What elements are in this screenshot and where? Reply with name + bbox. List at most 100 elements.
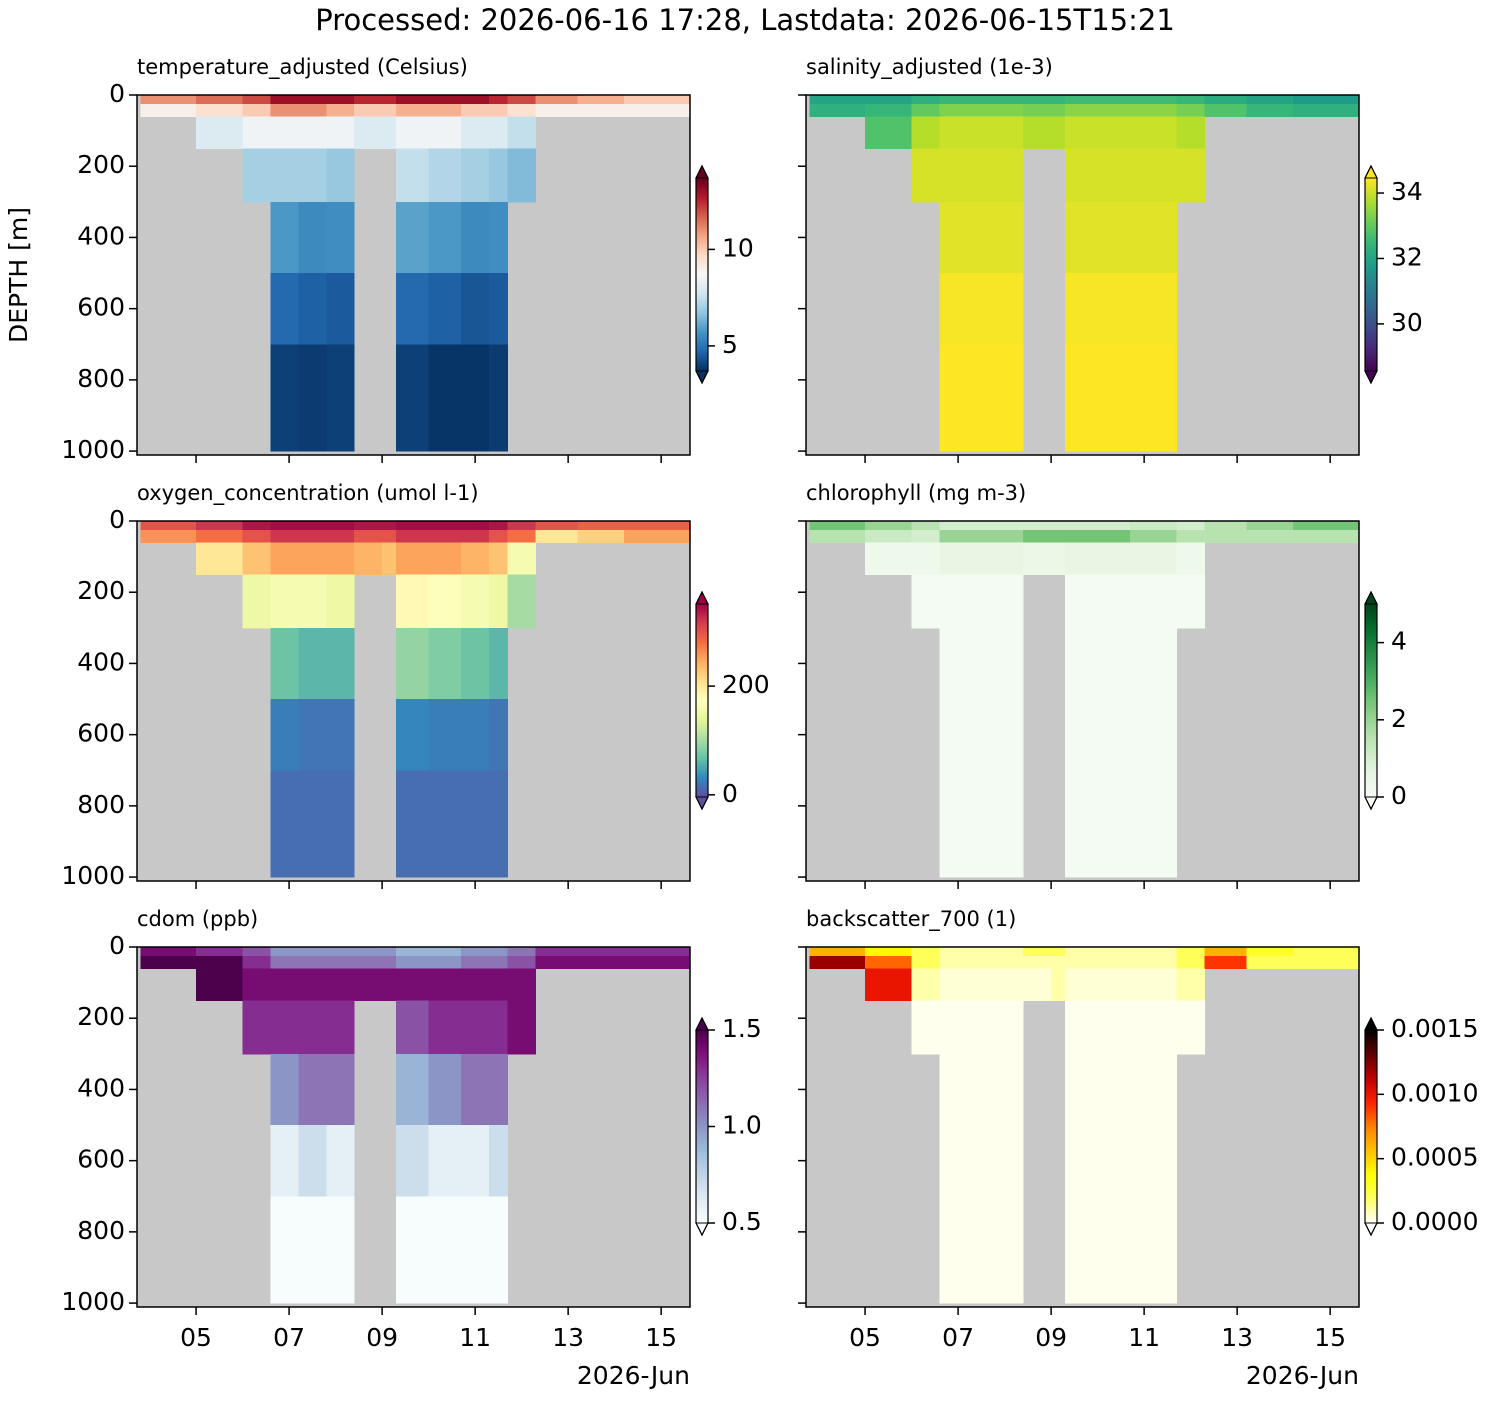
heatmap-cell bbox=[1176, 521, 1206, 531]
heatmap-cell bbox=[1204, 103, 1247, 117]
heatmap-cell bbox=[298, 148, 327, 203]
colorbar-tick-label: 30 bbox=[1391, 308, 1423, 337]
heatmap-cell bbox=[1292, 103, 1359, 117]
heatmap-cell bbox=[428, 627, 462, 700]
heatmap-cell bbox=[298, 95, 327, 105]
heatmap-cell bbox=[1097, 574, 1131, 629]
heatmap-cell bbox=[1158, 699, 1178, 771]
heatmap-cell bbox=[939, 770, 968, 878]
heatmap-cell bbox=[967, 1125, 996, 1197]
heatmap-cell bbox=[507, 574, 537, 629]
heatmap-cell bbox=[298, 344, 327, 452]
axes-frame bbox=[136, 946, 691, 1308]
heatmap-cell bbox=[326, 95, 355, 105]
heatmap-cell bbox=[270, 529, 299, 543]
heatmap-cell bbox=[1097, 1125, 1131, 1197]
heatmap-cell bbox=[461, 95, 490, 105]
heatmap bbox=[809, 95, 1359, 452]
heatmap-cell bbox=[967, 699, 996, 771]
heatmap-cell bbox=[461, 1125, 490, 1197]
heatmap-cell bbox=[1065, 770, 1099, 878]
heatmap-cell bbox=[489, 542, 509, 575]
heatmap-cell bbox=[461, 542, 490, 575]
heatmap-cell bbox=[967, 116, 996, 149]
heatmap-cell bbox=[196, 542, 244, 575]
heatmap-cell bbox=[1065, 1053, 1099, 1126]
y-tick-label: 1000 bbox=[61, 1287, 125, 1316]
heatmap-cell bbox=[967, 947, 996, 957]
heatmap-cell bbox=[809, 947, 866, 957]
heatmap-cell bbox=[865, 529, 913, 543]
heatmap-cell bbox=[461, 574, 490, 629]
colorbar-tick-label: 1.0 bbox=[722, 1111, 762, 1140]
heatmap-cell bbox=[489, 947, 509, 957]
heatmap-cell bbox=[1204, 947, 1247, 957]
heatmap-cell bbox=[1158, 1000, 1178, 1055]
heatmap-cell bbox=[354, 103, 383, 117]
heatmap-cell bbox=[967, 273, 996, 345]
y-tick-label: 0 bbox=[109, 505, 125, 534]
heatmap-cell bbox=[270, 344, 299, 452]
colorbar-tick-label: 10 bbox=[722, 233, 754, 262]
heatmap-cell bbox=[196, 947, 244, 957]
heatmap-cell bbox=[1065, 148, 1099, 203]
heatmap-cell bbox=[489, 103, 509, 117]
heatmap-cell bbox=[298, 521, 327, 531]
x-tick-label: 11 bbox=[1128, 1323, 1160, 1352]
y-tick-label: 800 bbox=[77, 1216, 125, 1245]
heatmap-cell bbox=[298, 699, 327, 771]
heatmap-cell bbox=[298, 1125, 327, 1197]
heatmap-cell bbox=[1204, 521, 1247, 531]
heatmap-cell bbox=[939, 947, 968, 957]
heatmap-cell bbox=[1065, 968, 1099, 1001]
colorbar-body bbox=[696, 178, 708, 371]
heatmap-cell bbox=[270, 148, 299, 203]
heatmap-cell bbox=[809, 103, 866, 117]
heatmap-cell bbox=[1158, 273, 1178, 345]
heatmap-cell bbox=[809, 521, 866, 531]
colorbar-tick-label: 4 bbox=[1391, 627, 1407, 656]
panel-title: salinity_adjusted (1e-3) bbox=[806, 55, 1053, 80]
heatmap-cell bbox=[428, 273, 462, 345]
heatmap-cell bbox=[995, 627, 1024, 700]
heatmap-cell bbox=[1065, 574, 1099, 629]
heatmap-cell bbox=[911, 148, 940, 203]
heatmap-cell bbox=[1065, 627, 1099, 700]
heatmap-cell bbox=[396, 103, 430, 117]
heatmap-cell bbox=[461, 521, 490, 531]
heatmap-cell bbox=[1065, 344, 1099, 452]
heatmap-cell bbox=[995, 955, 1024, 969]
heatmap-cell bbox=[1130, 1196, 1159, 1304]
x-tick-label: 13 bbox=[1221, 1323, 1253, 1352]
heatmap-cell bbox=[461, 1053, 490, 1126]
heatmap-cell bbox=[1158, 95, 1178, 105]
heatmap-cell bbox=[535, 955, 578, 969]
heatmap-cell bbox=[911, 103, 940, 117]
heatmap bbox=[140, 947, 690, 1304]
colorbar-outline bbox=[695, 590, 709, 811]
heatmap-cell bbox=[1130, 968, 1159, 1001]
colorbar-extend-min bbox=[1364, 370, 1378, 385]
heatmap-cell bbox=[461, 1000, 490, 1055]
heatmap-cell bbox=[270, 968, 299, 1001]
heatmap-cell bbox=[865, 103, 913, 117]
heatmap-cell bbox=[1158, 1196, 1178, 1304]
colorbar-tick-label: 1.5 bbox=[722, 1014, 762, 1043]
heatmap-cell bbox=[939, 627, 968, 700]
heatmap-cell bbox=[196, 529, 244, 543]
heatmap-cell bbox=[461, 699, 490, 771]
heatmap-cell bbox=[507, 148, 537, 203]
heatmap-cell bbox=[461, 968, 490, 1001]
heatmap-cell bbox=[1158, 1125, 1178, 1197]
heatmap-cell bbox=[382, 529, 397, 543]
panel-title: chlorophyll (mg m-3) bbox=[806, 481, 1026, 505]
heatmap-cell bbox=[1097, 529, 1131, 543]
heatmap-cell bbox=[326, 574, 355, 629]
heatmap-cell bbox=[939, 1000, 968, 1055]
heatmap-cell bbox=[1023, 521, 1052, 531]
heatmap-cell bbox=[967, 344, 996, 452]
x-axis-label: 2026-Jun bbox=[1246, 1361, 1359, 1390]
heatmap-cell bbox=[1158, 521, 1178, 531]
heatmap-cell bbox=[967, 148, 996, 203]
